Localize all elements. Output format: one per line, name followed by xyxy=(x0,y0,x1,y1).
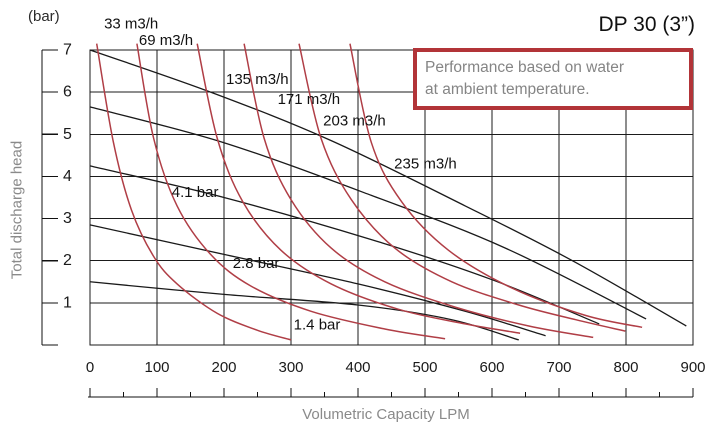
air-pressure-label: 1.4 bar xyxy=(294,316,341,333)
air-pressure-label: 2.8 bar xyxy=(233,255,280,272)
x-tick-label: 100 xyxy=(144,359,169,376)
y-tick-labels: 1 2 3 4 5 6 7 xyxy=(63,42,72,312)
air-pressure-curve xyxy=(89,106,647,320)
air-consumption-label: 203 m3/h xyxy=(323,112,386,129)
y-axis-bracket xyxy=(41,49,58,346)
air-pressure-curves xyxy=(89,49,687,341)
air-consumption-label: 33 m3/h xyxy=(104,15,158,32)
air-pressure-curve xyxy=(89,224,546,337)
air-consumption-curve xyxy=(136,43,446,340)
air-pressure-label: 4.1 bar xyxy=(172,184,219,201)
air-pressure-curve xyxy=(89,281,519,341)
note-line-1: Performance based on water xyxy=(425,59,625,76)
air-pressure-curve xyxy=(89,49,687,327)
y-tick-label: 4 xyxy=(63,168,72,185)
x-axis-ruler xyxy=(88,388,694,398)
air-consumption-label: 171 m3/h xyxy=(278,91,341,108)
x-tick-label: 600 xyxy=(479,359,504,376)
x-tick-label: 900 xyxy=(680,359,705,376)
air-consumption-label: 235 m3/h xyxy=(394,155,457,172)
air-consumption-curve xyxy=(196,43,521,334)
y-tick-label: 5 xyxy=(63,126,72,143)
y-axis-title: Total discharge head xyxy=(8,140,26,280)
x-tick-labels: 0 100 200 300 400 500 600 700 800 900 xyxy=(86,359,706,376)
x-tick-label: 800 xyxy=(613,359,638,376)
air-consumption-curve xyxy=(298,43,626,332)
x-tick-label: 0 xyxy=(86,359,94,376)
y-tick-label: 6 xyxy=(63,84,72,101)
x-axis-title: Volumetric Capacity LPM xyxy=(302,406,470,423)
y-tick-label: 1 xyxy=(63,294,72,311)
plot-frame xyxy=(89,49,694,346)
x-tick-label: 500 xyxy=(412,359,437,376)
performance-note-box: Performance based on water at ambient te… xyxy=(413,48,693,110)
plot-border xyxy=(89,49,694,346)
x-tick-label: 400 xyxy=(345,359,370,376)
y-tick-label: 2 xyxy=(63,252,72,269)
air-consumption-curve xyxy=(349,43,643,329)
y-tick-label: 3 xyxy=(63,210,72,227)
y-tick-label: 7 xyxy=(63,42,72,59)
y-axis-unit-label: (bar) xyxy=(28,8,60,25)
x-tick-label: 300 xyxy=(278,359,303,376)
x-tick-label: 700 xyxy=(546,359,571,376)
air-consumption-label: 135 m3/h xyxy=(226,71,289,88)
air-consumption-curves xyxy=(95,43,643,341)
chart-title: DP 30 (3”) xyxy=(598,13,695,36)
x-tick-label: 200 xyxy=(211,359,236,376)
note-line-2: at ambient temperature. xyxy=(425,81,590,98)
air-consumption-curve xyxy=(243,43,594,339)
air-consumption-curve xyxy=(95,43,292,341)
air-pressure-curve xyxy=(89,165,600,325)
air-consumption-label: 69 m3/h xyxy=(139,32,193,49)
curve-labels: 33 m3/h69 m3/h 135 m3/h 171 m3/h 203 m3/h 23… xyxy=(104,15,457,333)
